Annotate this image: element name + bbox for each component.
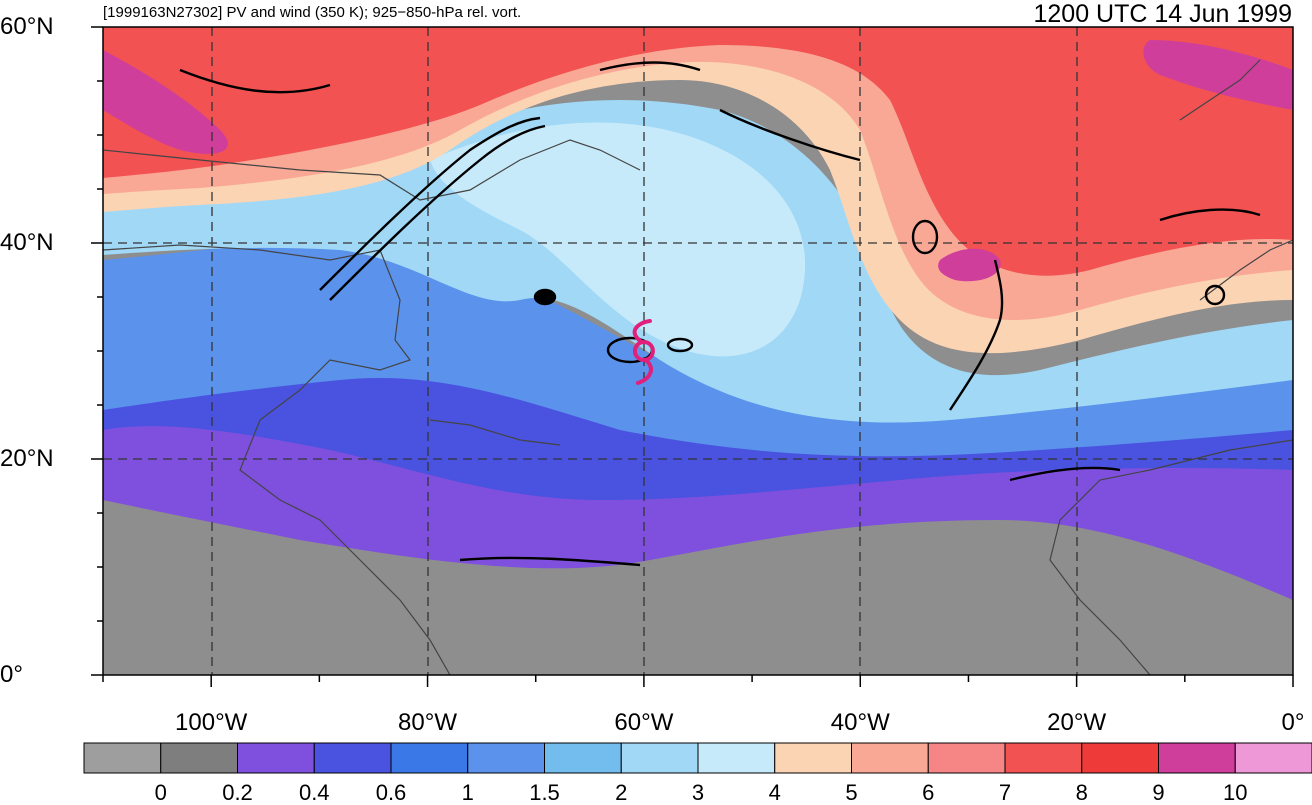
colorbar-swatch <box>697 742 776 774</box>
colorbar-swatch <box>544 742 622 774</box>
longitude-label: 0° <box>1281 709 1305 736</box>
pv-field-magenta <box>103 40 1293 282</box>
longitude-label: 40°W <box>830 709 890 736</box>
colorbar-swatch <box>237 742 315 774</box>
colorbar-swatch <box>1004 742 1083 774</box>
colorbar-swatch <box>851 742 929 774</box>
colorbar-swatch <box>1081 742 1159 774</box>
storm-arm <box>635 358 653 385</box>
tropical-cyclone-symbol <box>632 319 655 385</box>
latitude-label: 60°N <box>0 13 54 40</box>
colorbar-label: 1.5 <box>529 780 560 805</box>
pv-field-red <box>103 27 1293 276</box>
colorbar-swatch <box>774 742 852 774</box>
colorbar-swatch <box>467 742 545 774</box>
latitude-label: 20°N <box>0 445 54 472</box>
colorbar-label: 4 <box>768 780 781 805</box>
colorbar-swatch <box>1234 742 1312 774</box>
pv-field-midblue <box>103 241 1293 457</box>
colorbar-swatch <box>927 742 1006 774</box>
colorbar-label: 8 <box>1075 780 1088 805</box>
storm-arm <box>632 319 652 344</box>
longitude-label: 100°W <box>175 709 248 736</box>
longitude-label: 60°W <box>614 709 674 736</box>
axis-ticks <box>91 26 1294 687</box>
colorbar-swatch <box>1158 742 1236 774</box>
vorticity-contours <box>179 61 1261 567</box>
colorbar-swatch <box>313 742 392 774</box>
latitude-label: 40°N <box>0 229 54 256</box>
colorbar-label: 10 <box>1223 780 1248 805</box>
colorbar-label: 2 <box>615 780 628 805</box>
map-area <box>103 27 1293 675</box>
colorbar-swatch <box>620 742 699 774</box>
graticule <box>103 27 1293 675</box>
colorbar <box>83 742 1312 774</box>
colorbar-label: 9 <box>1152 780 1165 805</box>
colorbar-label: 5 <box>845 780 858 805</box>
latitude-label: 0° <box>0 661 23 688</box>
pv-field-palest <box>430 122 806 357</box>
coastlines <box>103 59 1293 675</box>
colorbar-label: 0.4 <box>298 780 330 805</box>
longitude-label: 20°W <box>1047 709 1107 736</box>
colorbar-label: 0 <box>154 780 167 805</box>
colorbar-label: 1 <box>461 780 474 805</box>
colorbar-label: 6 <box>922 780 935 805</box>
colorbar-swatch <box>83 742 162 774</box>
longitude-label: 80°W <box>398 709 458 736</box>
colorbar-label: 0.2 <box>222 780 253 805</box>
colorbar-label: 3 <box>691 780 705 805</box>
colorbar-swatch <box>160 742 238 774</box>
colorbar-label: 7 <box>998 780 1012 805</box>
colorbar-swatch <box>390 742 469 774</box>
valid-time: 1200 UTC 14 Jun 1999 <box>1033 0 1292 28</box>
colorbar-label: 0.6 <box>375 780 407 805</box>
figure-title: [1999163N27302] PV and wind (350 K); 925… <box>103 4 522 21</box>
